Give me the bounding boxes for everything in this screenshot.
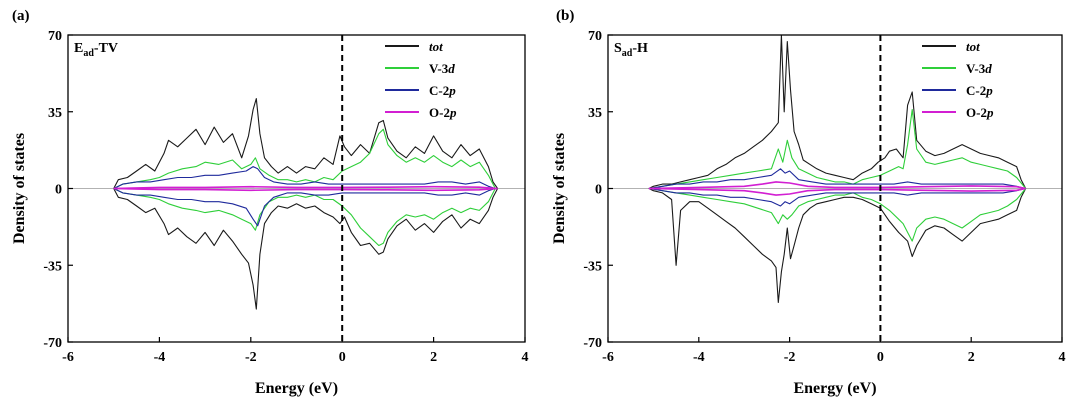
- y-tick-label: 35: [588, 106, 602, 121]
- x-axis-title: Energy (eV): [255, 380, 338, 397]
- x-tick-label: 2: [968, 350, 975, 365]
- panel-label: (b): [556, 8, 574, 24]
- legend-label-o2p: O-2p: [966, 105, 994, 120]
- legend-label-c2p: C-2p: [429, 83, 456, 98]
- panel-label: (a): [12, 8, 30, 24]
- x-tick-label: -4: [693, 350, 705, 365]
- series-o-2p-down: [648, 187, 1026, 196]
- y-tick-label: 35: [48, 106, 62, 121]
- x-tick-label: -2: [245, 350, 257, 365]
- series-c-2p-down: [113, 187, 496, 227]
- y-tick-label: -35: [583, 259, 602, 274]
- legend-label-c2p: C-2p: [966, 83, 993, 98]
- series-tot-down: [113, 188, 499, 310]
- x-tick-label: 2: [430, 350, 437, 365]
- series-tot-down: [648, 188, 1027, 304]
- series-c-2p-down: [648, 187, 1026, 207]
- series-v-3d-up: [648, 109, 1027, 190]
- series-o-2p-down: [113, 187, 498, 192]
- y-tick-label: -70: [583, 336, 602, 351]
- dos-panel-b: (b) -6 -4 -2 0 2 4 70 35 0 -35 -70 Energy (eV) Densit…: [551, 8, 1066, 397]
- legend-label-o2p: O-2p: [429, 105, 457, 120]
- series-o-2p-up: [113, 185, 498, 190]
- series-o-2p-up: [648, 181, 1026, 190]
- y-tick-label: 0: [595, 183, 602, 198]
- legend: tot V-3d C-2p O-2p: [385, 39, 457, 120]
- y-axis-title: Density of states: [11, 133, 28, 244]
- y-tick-label: 0: [55, 183, 62, 198]
- structure-annotation: Ead-TV: [74, 41, 118, 59]
- x-tick-label: 0: [339, 350, 346, 365]
- series-c-2p-up: [648, 168, 1026, 190]
- legend-label-tot: tot: [966, 39, 980, 54]
- series-v-3d-down: [648, 187, 1027, 242]
- x-tick-label: -2: [784, 350, 796, 365]
- x-tick-label: -4: [154, 350, 166, 365]
- legend-label-v3d: V-3d: [966, 61, 992, 76]
- series-v-3d-up: [113, 128, 496, 189]
- legend-label-tot: tot: [429, 39, 443, 54]
- y-tick-label: 70: [588, 29, 602, 44]
- x-tick-label: 4: [1059, 350, 1066, 365]
- legend: tot V-3d C-2p O-2p: [922, 39, 994, 120]
- series-tot-up: [113, 98, 499, 189]
- x-tick-label: 4: [522, 350, 529, 365]
- y-tick-label: -35: [43, 259, 62, 274]
- series-tot-up: [648, 34, 1027, 189]
- y-axis-title: Density of states: [551, 133, 568, 244]
- legend-label-v3d: V-3d: [429, 61, 455, 76]
- dos-panel-a: (a) -6 -4 -2 0 2 4 70 35 0 -35 -70 Energy (eV) Densit…: [11, 8, 529, 397]
- x-tick-label: 0: [877, 350, 884, 365]
- structure-annotation: Sad-H: [614, 41, 648, 59]
- x-axis-title: Energy (eV): [793, 380, 876, 397]
- x-tick-label: -6: [602, 350, 614, 365]
- x-tick-label: -6: [62, 350, 74, 365]
- y-tick-label: 70: [48, 29, 62, 44]
- y-tick-label: -70: [43, 336, 62, 351]
- series-v-3d-down: [113, 188, 496, 247]
- series-c-2p-up: [113, 166, 496, 190]
